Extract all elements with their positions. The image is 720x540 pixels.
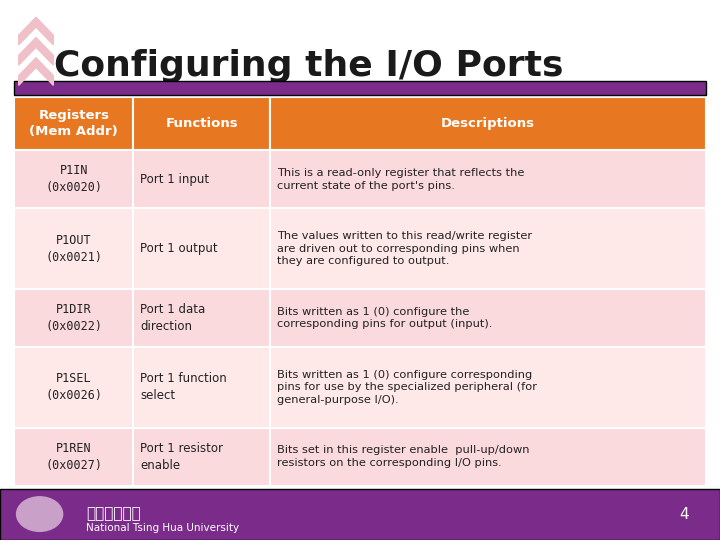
- Polygon shape: [19, 58, 36, 85]
- Text: P1OUT
(0x0021): P1OUT (0x0021): [45, 234, 102, 264]
- Text: This is a read-only register that reflects the
current state of the port's pins.: This is a read-only register that reflec…: [277, 168, 525, 191]
- FancyBboxPatch shape: [14, 150, 133, 208]
- Text: 4: 4: [679, 507, 689, 522]
- Polygon shape: [36, 58, 53, 85]
- Text: Bits written as 1 (0) configure the
corresponding pins for output (input).: Bits written as 1 (0) configure the corr…: [277, 307, 492, 329]
- FancyBboxPatch shape: [270, 208, 706, 289]
- Text: P1DIR
(0x0022): P1DIR (0x0022): [45, 303, 102, 333]
- Text: Registers
(Mem Addr): Registers (Mem Addr): [30, 109, 118, 138]
- FancyBboxPatch shape: [14, 428, 133, 486]
- FancyBboxPatch shape: [270, 289, 706, 347]
- FancyBboxPatch shape: [270, 97, 706, 150]
- Text: P1IN
(0x0020): P1IN (0x0020): [45, 164, 102, 194]
- Text: National Tsing Hua University: National Tsing Hua University: [86, 523, 240, 533]
- Text: Descriptions: Descriptions: [441, 117, 535, 130]
- FancyBboxPatch shape: [133, 97, 270, 150]
- Text: Port 1 data
direction: Port 1 data direction: [140, 303, 206, 333]
- Text: P1SEL
(0x0026): P1SEL (0x0026): [45, 373, 102, 402]
- Text: Bits written as 1 (0) configure corresponding
pins for use by the specialized pe: Bits written as 1 (0) configure correspo…: [277, 369, 537, 405]
- FancyBboxPatch shape: [270, 150, 706, 208]
- Text: Port 1 input: Port 1 input: [140, 173, 210, 186]
- FancyBboxPatch shape: [14, 347, 133, 428]
- FancyBboxPatch shape: [133, 150, 270, 208]
- Text: Configuring the I/O Ports: Configuring the I/O Ports: [54, 49, 564, 83]
- FancyBboxPatch shape: [14, 289, 133, 347]
- Text: P1REN
(0x0027): P1REN (0x0027): [45, 442, 102, 472]
- Polygon shape: [19, 17, 36, 45]
- Text: Port 1 resistor
enable: Port 1 resistor enable: [140, 442, 223, 472]
- FancyBboxPatch shape: [133, 208, 270, 289]
- Polygon shape: [19, 37, 36, 65]
- FancyBboxPatch shape: [133, 289, 270, 347]
- Text: 國立清華大學: 國立清華大學: [86, 507, 141, 522]
- FancyBboxPatch shape: [133, 428, 270, 486]
- FancyBboxPatch shape: [14, 97, 133, 150]
- FancyBboxPatch shape: [133, 347, 270, 428]
- Text: Functions: Functions: [166, 117, 238, 130]
- Text: The values written to this read/write register
are driven out to corresponding p: The values written to this read/write re…: [277, 231, 532, 266]
- Text: Port 1 output: Port 1 output: [140, 242, 218, 255]
- Text: Port 1 function
select: Port 1 function select: [140, 373, 227, 402]
- FancyBboxPatch shape: [14, 208, 133, 289]
- FancyBboxPatch shape: [270, 347, 706, 428]
- Polygon shape: [36, 37, 53, 65]
- FancyBboxPatch shape: [14, 81, 706, 94]
- Polygon shape: [36, 17, 53, 45]
- Text: Bits set in this register enable  pull-up/down
resistors on the corresponding I/: Bits set in this register enable pull-up…: [277, 446, 530, 468]
- Circle shape: [17, 497, 63, 531]
- FancyBboxPatch shape: [0, 489, 720, 540]
- FancyBboxPatch shape: [270, 428, 706, 486]
